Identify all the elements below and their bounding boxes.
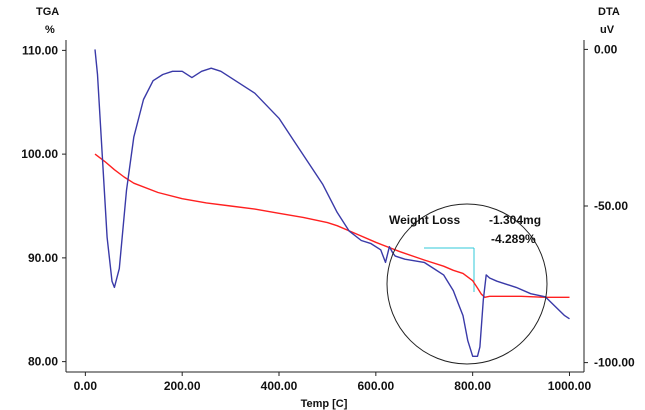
ticks-layer: 110.00 100.00 90.00 80.00 0.00 -50.00 -100.00 0… [21, 42, 635, 393]
right-tick-label-2: -100.00 [594, 356, 635, 370]
left-tick-label-2: 90.00 [28, 251, 58, 265]
left-axis-title: TGA [36, 6, 59, 18]
left-tick-label-1: 100.00 [21, 147, 58, 161]
tga-series-line [94, 153, 570, 298]
dta-series-line [94, 49, 570, 357]
x-tick-label-1: 200.00 [164, 379, 201, 393]
weight-loss-label: Weight Loss [389, 213, 460, 227]
right-tick-label-1: -50.00 [594, 199, 628, 213]
left-tick-label-3: 80.00 [28, 355, 58, 369]
series-layer [94, 49, 570, 357]
weight-loss-percent: -4.289% [491, 232, 536, 246]
right-axis-unit: uV [600, 24, 615, 36]
left-axis-unit: % [45, 24, 55, 36]
x-tick-label-2: 400.00 [261, 379, 298, 393]
right-tick-label-0: 0.00 [594, 42, 618, 56]
x-tick-label-4: 800.00 [454, 379, 491, 393]
weight-loss-mg: -1.304mg [489, 213, 541, 227]
x-tick-label-0: 0.00 [74, 379, 98, 393]
x-axis-title: Temp [C] [301, 398, 348, 410]
highlight-circle [386, 203, 548, 365]
weight-loss-marker [424, 247, 475, 292]
x-tick-label-3: 600.00 [357, 379, 394, 393]
plot-frame [65, 40, 585, 373]
x-tick-label-5: 1000.00 [548, 379, 592, 393]
right-axis-title: DTA [598, 6, 620, 18]
left-tick-label-0: 110.00 [22, 43, 58, 57]
